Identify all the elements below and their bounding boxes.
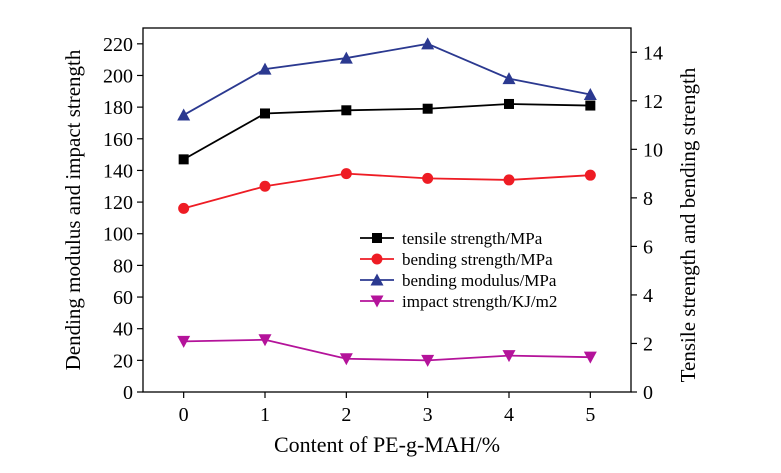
data-point: [341, 105, 352, 116]
data-point: [258, 334, 272, 347]
data-point: [584, 169, 596, 181]
data-point: [422, 172, 434, 184]
y-right-tick-label: 12: [643, 91, 663, 113]
data-point: [177, 108, 191, 121]
series-line: [183, 103, 591, 161]
y-left-tick-label: 100: [103, 224, 133, 246]
y-axis-left-label: Dending modulus and impact strength: [61, 49, 85, 370]
y-left-tick-label: 180: [103, 97, 133, 119]
x-tick-label: 4: [504, 404, 514, 426]
legend-item: tensile strength/MPa: [360, 229, 543, 248]
y-left-tick-label: 40: [113, 319, 133, 341]
data-point: [178, 154, 189, 165]
data-point: [422, 103, 433, 114]
y-right-tick-label: 10: [643, 139, 663, 161]
y-right-tick-label: 14: [643, 42, 663, 64]
legend-item: bending strength/MPa: [360, 250, 553, 269]
y-left-tick-label: 200: [103, 65, 133, 87]
data-point: [339, 51, 353, 64]
y-left-tick-label: 140: [103, 160, 133, 182]
legend-marker: [371, 253, 383, 265]
data-point: [503, 174, 515, 186]
x-tick-label: 1: [260, 404, 270, 426]
y-right-tick-label: 6: [643, 236, 653, 258]
data-point: [339, 353, 353, 366]
data-point: [421, 37, 435, 50]
y-right-tick-label: 4: [643, 285, 653, 307]
legend-marker: [370, 273, 384, 286]
y-right-tick-label: 0: [643, 382, 653, 404]
legend-item: bending modulus/MPa: [360, 271, 557, 290]
y-left-tick-label: 160: [103, 129, 133, 151]
data-point: [504, 98, 514, 109]
legend-item: impact strength/KJ/m2: [360, 292, 557, 311]
series-bending-strength: [178, 168, 596, 214]
series-line: [183, 42, 591, 116]
series-impact-strength: [177, 334, 597, 367]
data-point: [258, 62, 272, 75]
legend: tensile strength/MPa bending strength/MPa…: [360, 229, 557, 311]
y-axis-right-label: Tensile strength and bending strength: [676, 67, 700, 382]
legend-label: tensile strength/MPa: [402, 229, 543, 248]
legend-label: bending modulus/MPa: [402, 271, 557, 290]
x-axis-label: Content of PE-g-MAH/%: [274, 432, 500, 457]
legend-marker: [370, 295, 384, 308]
y-left-tick-label: 80: [113, 255, 133, 277]
x-tick-label: 3: [423, 404, 433, 426]
y-right-tick-label: 2: [643, 333, 653, 355]
y-left-tick-label: 60: [113, 287, 133, 309]
data-point: [177, 335, 191, 348]
data-point: [502, 350, 516, 363]
data-point: [421, 354, 435, 367]
x-tick-label: 0: [179, 404, 189, 426]
series-line: [183, 172, 591, 210]
data-point: [583, 87, 597, 100]
data-point: [178, 202, 190, 214]
series-tensile-strength: [178, 98, 596, 165]
data-point: [502, 72, 516, 85]
series-line: [183, 338, 591, 362]
plot-frame: [142, 27, 632, 393]
x-tick-label: 5: [585, 404, 595, 426]
legend-marker: [372, 233, 382, 243]
data-point: [260, 108, 270, 119]
y-right-tick-label: 8: [643, 188, 653, 210]
data-point: [585, 100, 596, 111]
data-point: [340, 168, 352, 180]
data-point: [259, 180, 271, 192]
y-left-tick-label: 0: [123, 382, 133, 404]
y-left-tick-label: 20: [113, 350, 133, 372]
legend-label: bending strength/MPa: [402, 250, 553, 269]
y-left-tick-label: 220: [103, 34, 133, 56]
legend-label: impact strength/KJ/m2: [402, 292, 557, 311]
x-tick-label: 2: [341, 404, 351, 426]
y-left-tick-label: 120: [103, 192, 133, 214]
series-bending-modulus: [177, 37, 597, 121]
data-point: [583, 351, 597, 364]
